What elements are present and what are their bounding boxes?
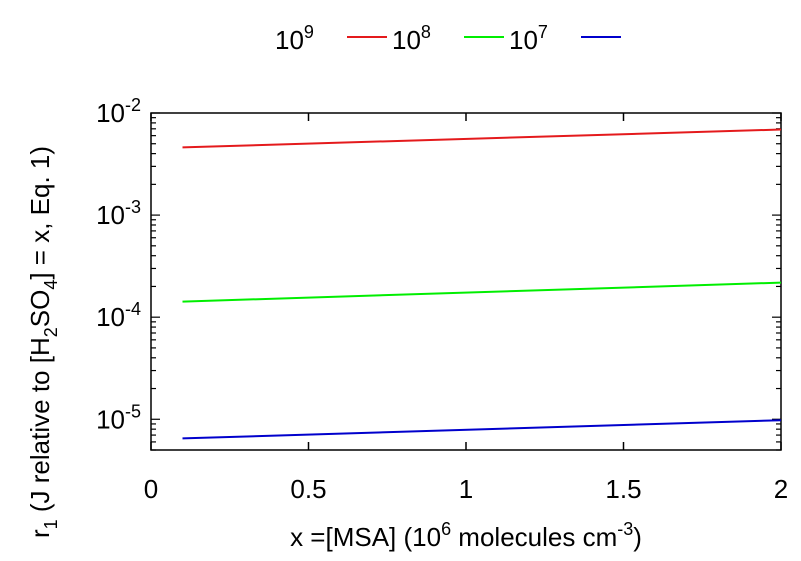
y-tick-label: 10-5 bbox=[96, 401, 141, 434]
legend-label: 109 bbox=[275, 22, 314, 55]
legend: 109 108 107 bbox=[275, 22, 621, 55]
y-axis-label: r1 (J relative to [H2SO4] = x, Eq. 1) bbox=[25, 146, 61, 538]
series-lines bbox=[182, 128, 782, 440]
x-tick-label: 2 bbox=[774, 474, 788, 504]
x-tick-label: 0.5 bbox=[290, 474, 326, 504]
x-tick-label: 1.5 bbox=[605, 474, 641, 504]
x-axis: 0 0.5 1 1.5 2 bbox=[144, 113, 788, 504]
y-tick-label: 10-4 bbox=[96, 299, 141, 332]
series-line bbox=[182, 128, 782, 149]
legend-entry: 107 bbox=[509, 22, 621, 55]
y-axis: 10-5 10-4 10-3 10-2 bbox=[96, 95, 781, 451]
legend-entry: 109 bbox=[275, 22, 387, 55]
plot-frame bbox=[150, 112, 782, 451]
legend-entry: 108 bbox=[392, 22, 504, 55]
x-tick-label: 0 bbox=[144, 474, 158, 504]
legend-label: 108 bbox=[392, 22, 431, 55]
legend-label: 107 bbox=[509, 22, 548, 55]
series-line bbox=[182, 281, 782, 303]
y-tick-label: 10-3 bbox=[96, 197, 141, 230]
series-line bbox=[182, 419, 782, 440]
y-tick-label: 10-2 bbox=[96, 95, 141, 128]
x-axis-label: x =[MSA] (106 molecules cm-3) bbox=[290, 519, 642, 552]
x-tick-label: 1 bbox=[459, 474, 473, 504]
